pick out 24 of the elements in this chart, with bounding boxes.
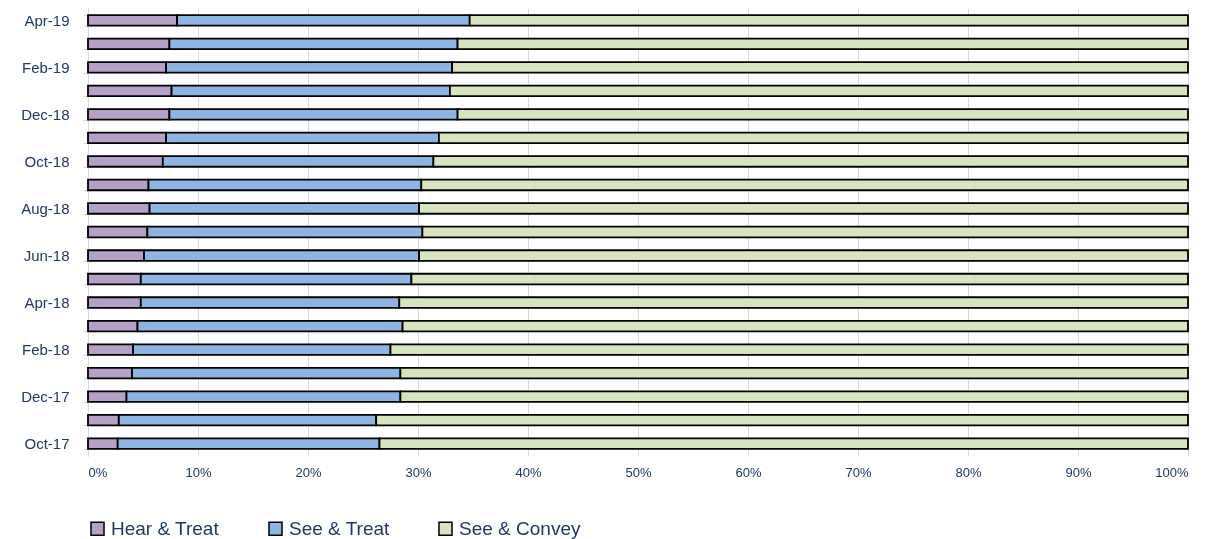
x-tick-label: 30%	[405, 464, 432, 480]
y-tick-label: Dec-17	[21, 388, 70, 406]
y-tick-label: Oct-17	[24, 435, 70, 453]
x-tick-label: 70%	[845, 464, 872, 480]
x-tick-label: 20%	[295, 464, 322, 480]
x-tick-label: 60%	[735, 464, 762, 480]
y-tick-label: Jun-18	[23, 247, 70, 265]
y-tick-label: Feb-18	[21, 341, 70, 359]
x-tick-label: 0%	[88, 464, 108, 480]
legend-label: Hear & Treat	[111, 517, 220, 539]
legend-label: See & Treat	[289, 517, 391, 539]
y-tick-label: Apr-19	[24, 11, 70, 29]
legend-label: See & Convey	[459, 517, 581, 539]
y-tick-label: Feb-19	[21, 58, 70, 76]
x-tick-label: 40%	[515, 464, 542, 480]
x-tick-label: 100%	[1155, 464, 1189, 480]
x-tick-label: 80%	[955, 464, 982, 480]
y-tick-label: Dec-18	[21, 105, 70, 123]
x-tick-label: 50%	[625, 464, 652, 480]
y-tick-label: Aug-18	[21, 199, 70, 217]
x-tick-label: 90%	[1065, 464, 1092, 480]
y-tick-label: Apr-18	[24, 294, 70, 312]
x-tick-label: 10%	[185, 464, 212, 480]
y-tick-label: Oct-18	[24, 152, 70, 170]
